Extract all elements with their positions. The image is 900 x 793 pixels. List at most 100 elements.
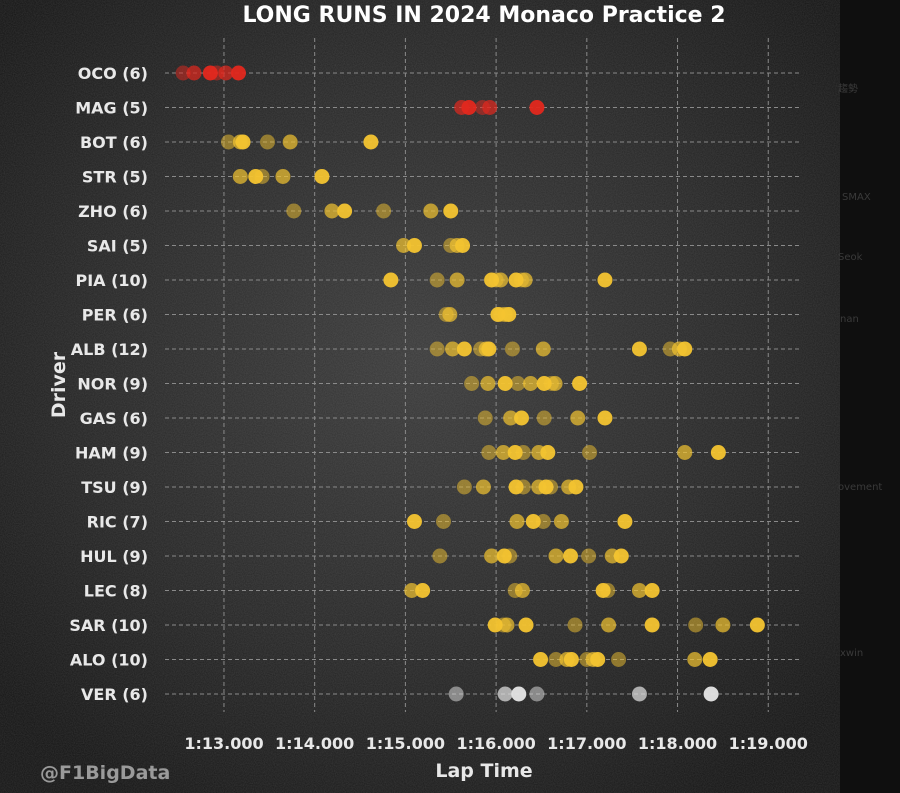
- lap-point: [475, 100, 490, 115]
- lap-point: [702, 652, 718, 667]
- lap-point: [432, 548, 448, 564]
- lap-point: [508, 479, 524, 495]
- lap-point: [484, 548, 500, 564]
- lap-point: [572, 376, 588, 391]
- lap-point: [443, 238, 459, 253]
- lap-point: [507, 583, 523, 598]
- lap-point: [536, 410, 552, 426]
- watermark: @F1BigData: [40, 762, 170, 784]
- driver-label: GAS (6): [80, 409, 148, 428]
- driver-label: PIA (10): [75, 271, 148, 290]
- lap-point: [363, 134, 379, 150]
- lap-point: [710, 445, 726, 460]
- lap-point: [511, 686, 527, 702]
- lap-point: [644, 583, 660, 598]
- lap-point: [688, 617, 704, 633]
- driver-label: VER (6): [81, 685, 148, 704]
- lap-point: [406, 238, 422, 253]
- lap-point: [481, 445, 497, 460]
- lap-point: [529, 100, 545, 115]
- lap-point: [631, 583, 647, 598]
- lap-point: [232, 169, 248, 184]
- x-tick-label: 1:18.000: [638, 734, 717, 753]
- lap-point: [536, 376, 552, 391]
- lap-point: [662, 341, 678, 357]
- lap-point: [456, 479, 472, 495]
- lap-point: [406, 514, 422, 529]
- driver-label: RIC (7): [87, 513, 148, 532]
- lap-point: [324, 203, 340, 219]
- lap-point: [715, 617, 731, 633]
- lap-point: [454, 100, 470, 115]
- lap-point: [597, 410, 613, 426]
- background-ghost-text: ovement: [838, 482, 882, 493]
- lap-point: [601, 617, 617, 633]
- lap-point: [567, 617, 583, 633]
- lap-point: [443, 203, 459, 219]
- lap-point: [487, 617, 503, 633]
- y-axis-label: Driver: [48, 351, 70, 418]
- lap-point: [186, 65, 202, 81]
- lap-point: [570, 410, 586, 426]
- lap-point: [230, 65, 246, 81]
- lap-point: [480, 376, 496, 391]
- lap-point: [548, 548, 564, 564]
- lap-point: [497, 686, 513, 702]
- ghost-text-layer: 趨勢 SMAX Seok nan ovement xwin: [838, 82, 882, 659]
- lap-point: [376, 203, 392, 219]
- x-tick-label: 1:17.000: [547, 734, 626, 753]
- x-tick-label: 1:16.000: [456, 734, 535, 753]
- lap-point: [404, 583, 420, 598]
- lap-point: [275, 169, 291, 184]
- lap-point: [504, 341, 520, 357]
- x-axis-label: Lap Time: [435, 760, 532, 782]
- driver-label: ZHO (6): [78, 202, 148, 221]
- x-tick-label: 1:19.000: [729, 734, 808, 753]
- lap-point: [604, 548, 620, 564]
- lap-point: [282, 134, 298, 150]
- lap-point: [581, 548, 597, 564]
- lap-point: [448, 686, 464, 702]
- lap-point: [449, 272, 465, 288]
- x-tick-label: 1:15.000: [366, 734, 445, 753]
- driver-label: LEC (8): [84, 582, 148, 601]
- lap-point: [503, 410, 519, 426]
- lap-point: [383, 272, 399, 288]
- lap-point: [221, 134, 236, 150]
- lap-point: [473, 341, 489, 357]
- lap-point: [510, 376, 526, 391]
- driver-label: NOR (9): [77, 375, 148, 394]
- background-ghost-text: xwin: [840, 648, 863, 659]
- background-ghost-text: nan: [840, 314, 859, 325]
- lap-point: [508, 272, 524, 288]
- background-ghost-text: Seok: [838, 252, 863, 263]
- lap-point: [703, 686, 719, 702]
- driver-label: OCO (6): [78, 64, 148, 83]
- lap-point: [509, 514, 525, 529]
- lap-point: [525, 514, 541, 529]
- lap-point: [611, 652, 627, 667]
- lap-point: [562, 548, 578, 564]
- lap-point: [531, 445, 547, 460]
- lap-point: [597, 272, 613, 288]
- lap-point: [396, 238, 412, 253]
- lap-point: [514, 410, 530, 426]
- lap-point: [579, 652, 595, 667]
- lap-point: [497, 376, 513, 391]
- lap-point: [438, 307, 454, 322]
- driver-label: TSU (9): [81, 478, 148, 497]
- driver-label: MAG (5): [75, 99, 148, 118]
- background-ghost-text: SMAX: [842, 192, 871, 203]
- driver-label: ALO (10): [70, 651, 148, 670]
- lap-point: [548, 652, 564, 667]
- lap-point: [484, 272, 500, 288]
- data-points: [175, 65, 765, 702]
- lap-point: [445, 341, 461, 357]
- lap-point: [232, 134, 248, 150]
- lap-point: [529, 686, 545, 702]
- lap-point: [617, 514, 633, 529]
- lap-point: [456, 341, 472, 357]
- chart-texture: [0, 0, 840, 793]
